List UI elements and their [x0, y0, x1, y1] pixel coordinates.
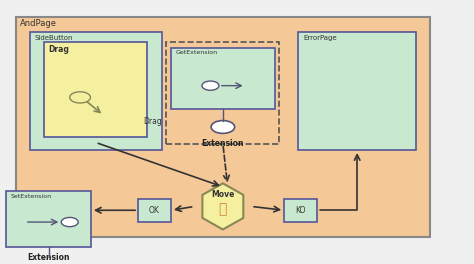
- Circle shape: [202, 81, 219, 90]
- Text: ✋: ✋: [219, 202, 227, 216]
- Text: AndPage: AndPage: [20, 19, 57, 28]
- Text: Drag: Drag: [48, 45, 69, 54]
- FancyBboxPatch shape: [284, 199, 317, 222]
- FancyBboxPatch shape: [298, 32, 416, 150]
- Text: OK: OK: [149, 206, 160, 215]
- Text: KO: KO: [295, 206, 306, 215]
- Text: SetExtension: SetExtension: [11, 194, 52, 199]
- Circle shape: [61, 218, 78, 227]
- FancyBboxPatch shape: [30, 32, 162, 150]
- Text: Drag: Drag: [143, 117, 162, 126]
- FancyBboxPatch shape: [16, 17, 430, 237]
- Text: SideButton: SideButton: [35, 35, 73, 41]
- Text: Extension: Extension: [201, 139, 244, 148]
- Text: Move: Move: [211, 190, 235, 199]
- FancyBboxPatch shape: [6, 191, 91, 247]
- FancyBboxPatch shape: [171, 48, 275, 109]
- FancyBboxPatch shape: [138, 199, 171, 222]
- Circle shape: [40, 258, 57, 264]
- Polygon shape: [202, 183, 243, 229]
- Text: GetExtension: GetExtension: [176, 50, 218, 55]
- FancyBboxPatch shape: [44, 43, 147, 137]
- Text: ErrorPage: ErrorPage: [303, 35, 337, 41]
- Text: Extension: Extension: [27, 253, 70, 262]
- Circle shape: [211, 121, 235, 133]
